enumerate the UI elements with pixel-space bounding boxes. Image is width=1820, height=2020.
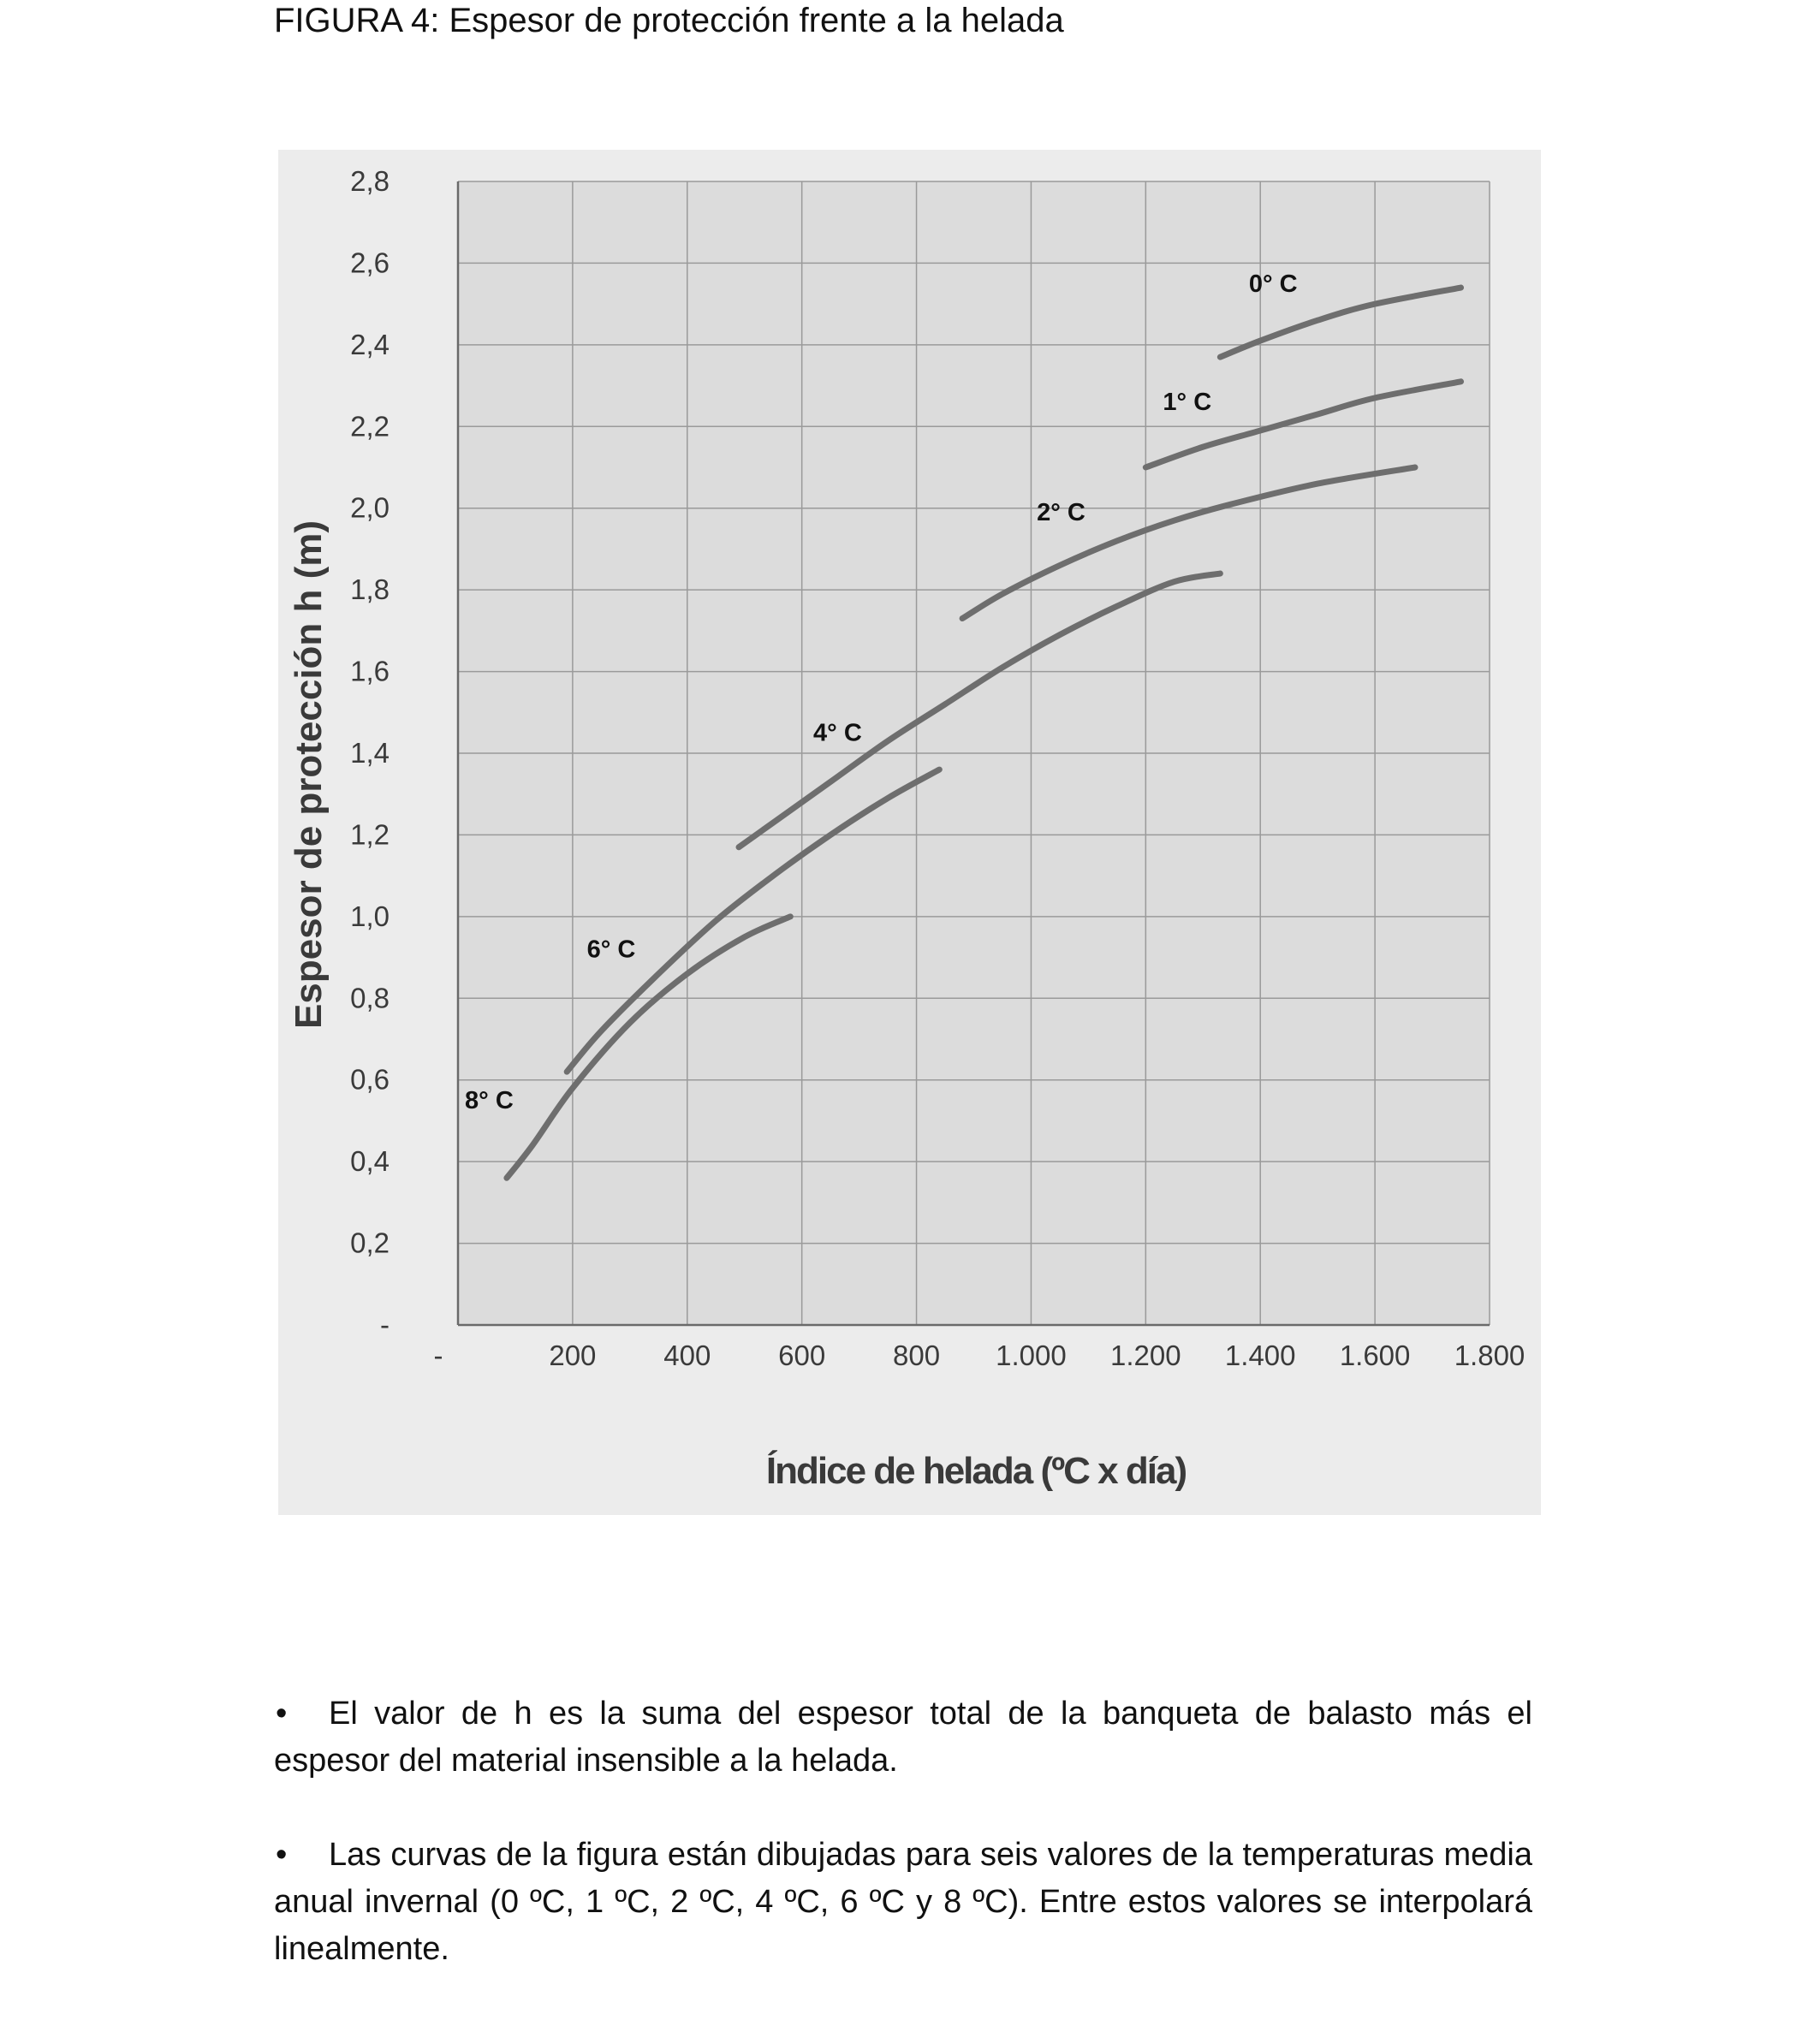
series-label: 1° C [1163,389,1211,416]
note-item: • El valor de h es la suma del espesor to… [274,1690,1532,1785]
x-tick-label: 400 [663,1340,711,1371]
y-axis-label: Espesor de protección h (m) [288,520,330,1029]
axes [456,181,1490,1327]
series-lines [503,284,1465,1181]
series-label: 4° C [813,720,862,747]
frost-protection-chart: - 0,2 0,4 0,6 0,8 1,0 1,2 1,4 1,6 1,8 2,0 2,2 2,4 2,6… [278,150,1541,1515]
figure-title: FIGURA 4: Espesor de protección frente a… [274,2,1064,39]
bullet-icon: • [276,1837,288,1873]
x-tick-label: 800 [893,1340,940,1371]
notes-list: • El valor de h es la suma del espesor to… [274,1690,1532,2020]
y-tick-label: 0,6 [350,1064,390,1096]
x-axis-label: Índice de helada (ºC x día) [766,1449,1187,1492]
note-text: Las curvas de la figura están dibujadas … [274,1837,1532,1967]
x-tick-label: 200 [549,1340,596,1371]
x-tick-label: 1.000 [996,1340,1067,1371]
x-tick-label: 1.400 [1225,1340,1296,1371]
y-tick-label: 0,2 [350,1227,390,1259]
series-label: 6° C [587,936,636,964]
series-line [503,913,794,1181]
y-tick-label: 1,0 [350,900,390,932]
y-tick-label: 1,6 [350,656,390,687]
y-tick-label: 2,0 [350,492,390,524]
series-line [563,766,943,1075]
x-tick-label: 1.200 [1110,1340,1181,1371]
x-tick-labels: - 200 400 600 800 1.000 1.200 1.400 1.600 1.800 [434,1340,1526,1371]
series-label: 0° C [1249,270,1298,298]
y-tick-label: 1,4 [350,737,390,769]
y-tick-label: 1,2 [350,818,390,850]
series-line [1142,378,1465,471]
y-tick-label: 0,8 [350,982,390,1013]
chart-container: - 0,2 0,4 0,6 0,8 1,0 1,2 1,4 1,6 1,8 2,0 2,2 2,4 2,6… [278,150,1541,1515]
x-tick-label: 1.600 [1340,1340,1411,1371]
series-line [735,570,1223,851]
series-labels: 0° C 1° C 2° C 4° C 6° C 8° C [465,270,1298,1114]
bullet-icon: • [276,1696,288,1732]
y-tick-labels: - 0,2 0,4 0,6 0,8 1,0 1,2 1,4 1,6 1,8 2,0 2,2 2,4 2,6… [350,165,390,1340]
series-label: 2° C [1037,499,1085,526]
y-tick-label: 0,4 [350,1145,390,1177]
y-tick-label: 2,4 [350,329,390,360]
series-line [959,464,1419,622]
series-line [1216,284,1465,360]
note-item: • Las curvas de la figura están dibujadas… [274,1832,1532,1973]
grid-lines [457,181,1490,1326]
x-tick-label: - [434,1340,443,1371]
y-tick-label: - [380,1309,390,1340]
y-tick-label: 2,8 [350,165,390,197]
y-tick-label: 2,2 [350,410,390,442]
note-text: El valor de h es la suma del espesor tot… [274,1696,1532,1779]
series-label: 8° C [465,1087,514,1114]
x-tick-label: 600 [778,1340,825,1371]
x-tick-label: 1.800 [1454,1340,1526,1371]
y-tick-label: 1,8 [350,573,390,605]
y-tick-label: 2,6 [350,247,390,278]
